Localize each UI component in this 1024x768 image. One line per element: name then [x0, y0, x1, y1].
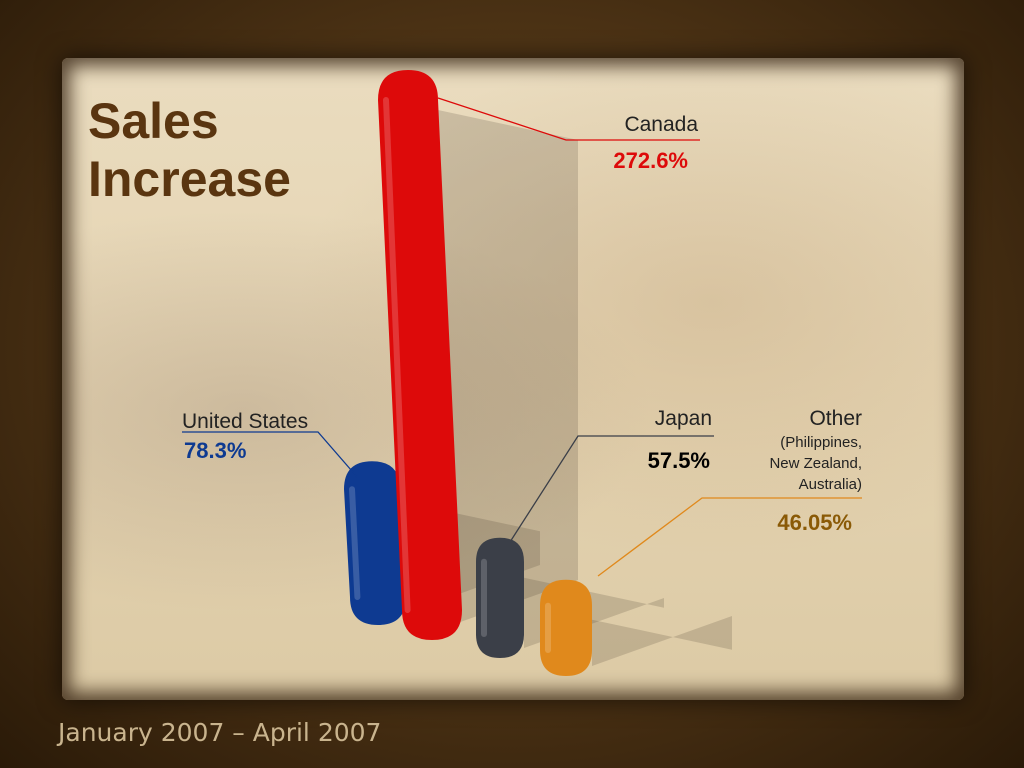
- leader-line: [509, 435, 714, 543]
- value-label: 46.05%: [777, 510, 852, 535]
- date-range: January 2007 – April 2007: [58, 718, 382, 747]
- bar-highlight: [349, 486, 361, 600]
- bar-japan: [476, 537, 524, 658]
- leader-line: [597, 497, 862, 577]
- bar-shadow: [438, 110, 578, 630]
- leader-line: [182, 431, 359, 479]
- value-label: 57.5%: [648, 448, 710, 473]
- bar-canada: [378, 70, 462, 640]
- category-sublabel: (Philippines,: [780, 434, 862, 451]
- bar-other: [540, 579, 592, 676]
- bar-united-states: [344, 461, 406, 625]
- category-sublabel: New Zealand,: [769, 455, 862, 472]
- category-label: Canada: [624, 113, 698, 136]
- bar-shadow: [592, 616, 732, 666]
- bar-highlight: [383, 97, 411, 613]
- value-label: 272.6%: [613, 148, 688, 173]
- category-sublabel: Australia): [799, 476, 862, 493]
- slide-title: Sales Increase: [88, 93, 291, 207]
- leader-line: [437, 97, 700, 141]
- value-label: 78.3%: [184, 438, 246, 463]
- category-label: Japan: [655, 407, 712, 430]
- category-label: Other: [809, 407, 862, 430]
- category-label: United States: [182, 410, 308, 433]
